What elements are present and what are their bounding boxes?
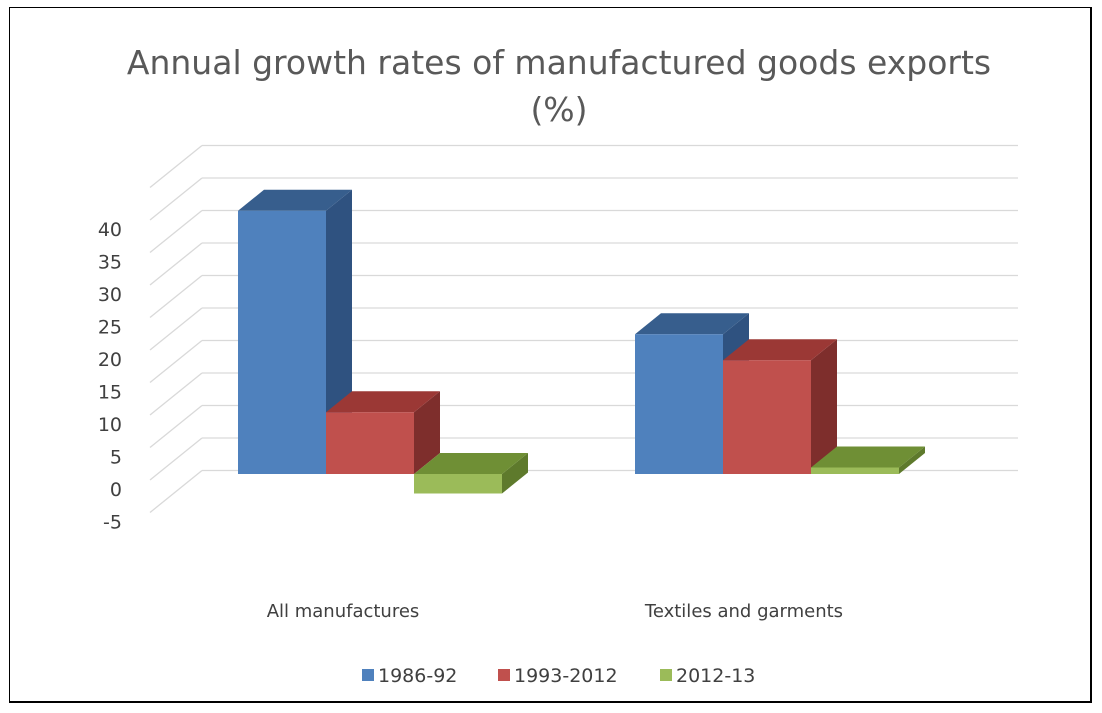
legend-item-2012-13: 2012-13 bbox=[660, 665, 755, 687]
chart-title: Annual growth rates of manufactured good… bbox=[127, 43, 991, 82]
legend-swatch bbox=[660, 669, 672, 681]
y-tick-label: -5 bbox=[103, 512, 122, 534]
legend-swatch bbox=[498, 669, 510, 681]
y-tick-label: 15 bbox=[98, 382, 122, 404]
gridline-diag bbox=[149, 339, 203, 384]
y-axis-ticks: -5 0 5 10 15 20 25 30 35 40 bbox=[98, 219, 122, 534]
category-label-textiles-and-garments: Textiles and garments bbox=[644, 601, 843, 622]
gridline-diag bbox=[149, 372, 203, 416]
bar-top bbox=[811, 446, 925, 468]
bar-front bbox=[414, 474, 502, 494]
chart-subtitle: (%) bbox=[530, 90, 587, 129]
legend-item-1993-2012: 1993-2012 bbox=[498, 665, 618, 687]
gridline-diag bbox=[149, 307, 203, 351]
gridline-diag bbox=[149, 242, 203, 286]
bar-2012-13-1 bbox=[811, 446, 925, 474]
y-tick-label: 0 bbox=[110, 479, 122, 501]
gridline-diag bbox=[149, 274, 203, 319]
bar-1993-2012-1 bbox=[723, 339, 837, 474]
gridline-diag bbox=[149, 404, 203, 449]
bar-2012-13-0 bbox=[414, 453, 528, 494]
bar-side bbox=[502, 453, 528, 494]
bar-front bbox=[723, 360, 811, 474]
category-label-all-manufactures: All manufactures bbox=[267, 601, 420, 622]
bar-top bbox=[414, 453, 528, 474]
bar-top bbox=[723, 339, 837, 361]
legend: 1986-92 1993-2012 2012-13 bbox=[362, 665, 755, 687]
y-tick-label: 10 bbox=[98, 414, 122, 436]
gridline-diag bbox=[149, 469, 203, 514]
y-tick-label: 35 bbox=[98, 252, 122, 274]
y-tick-label: 40 bbox=[98, 219, 122, 241]
bar-front bbox=[326, 412, 414, 474]
bar-side bbox=[414, 391, 440, 474]
bar-side bbox=[811, 339, 837, 474]
gridline-diag bbox=[149, 437, 203, 481]
bar-side bbox=[899, 446, 925, 474]
bar-1986-92-0 bbox=[238, 189, 352, 474]
y-tick-label: 25 bbox=[98, 317, 122, 339]
bar-1993-2012-0 bbox=[326, 391, 440, 474]
bar-front bbox=[635, 334, 723, 474]
gridline-diag bbox=[149, 177, 203, 221]
gridline-diag bbox=[149, 144, 203, 189]
y-tick-label: 30 bbox=[98, 284, 122, 306]
bar-top bbox=[635, 313, 749, 335]
y-tick-label: 5 bbox=[110, 447, 122, 469]
legend-label: 2012-13 bbox=[676, 665, 755, 687]
chart-frame bbox=[9, 7, 1092, 703]
legend-label: 1986-92 bbox=[378, 665, 457, 687]
legend-label: 1993-2012 bbox=[514, 665, 618, 687]
legend-item-1986-92: 1986-92 bbox=[362, 665, 457, 687]
bar-top bbox=[326, 391, 440, 413]
bar-front bbox=[238, 210, 326, 474]
y-tick-label: 20 bbox=[98, 349, 122, 371]
legend-swatch bbox=[362, 669, 374, 681]
bars bbox=[238, 189, 925, 494]
gridline-diag bbox=[149, 209, 203, 254]
bar-front bbox=[811, 467, 899, 474]
bar-top bbox=[238, 189, 352, 211]
